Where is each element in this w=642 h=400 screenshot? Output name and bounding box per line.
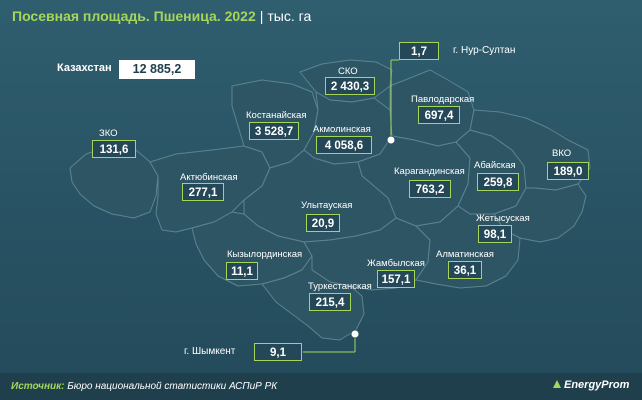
akmola-value: 4 058,6 — [316, 136, 372, 154]
zko-name: ЗКО — [99, 128, 118, 139]
unit-label: тыс. га — [267, 8, 312, 24]
zhambyl-name: Жамбылская — [367, 258, 425, 269]
title-text: Посевная площадь. Пшеница. 2022 — [12, 8, 256, 24]
karaganda-name: Карагандинская — [394, 166, 465, 177]
kyzylorda-name: Кызылординская — [227, 249, 303, 260]
sko-name: СКО — [338, 66, 358, 77]
vko-value: 189,0 — [547, 162, 589, 180]
nursultan-name: г. Нур-Султан — [453, 45, 516, 56]
aktobe-value: 277,1 — [182, 183, 224, 201]
logo-text: EnergyProm — [564, 379, 630, 391]
turkestan-value: 215,4 — [309, 293, 351, 311]
kostanay-name: Костанайская — [246, 110, 307, 121]
pavlodar-name: Павлодарская — [411, 94, 475, 105]
almaty-value: 36,1 — [448, 261, 482, 279]
zko-value: 131,6 — [92, 140, 136, 158]
ulytau-value: 20,9 — [306, 214, 340, 232]
shymkent-name: г. Шымкент — [184, 346, 236, 357]
region-zhetysu — [493, 183, 587, 243]
abai-value: 259,8 — [477, 173, 519, 191]
zhetysu-name: Жетысуская — [476, 213, 530, 224]
energyprom-logo: EnergyProm — [552, 379, 629, 391]
kyzylorda-value: 11,1 — [226, 262, 258, 280]
source-text: Бюро национальной статистики АСПиР РК — [67, 381, 278, 392]
aktobe-name: Актюбинская — [180, 172, 238, 183]
zhambyl-value: 157,1 — [377, 270, 415, 288]
ulytau-name: Улытауская — [301, 200, 353, 211]
vko-name: ВКО — [552, 148, 572, 159]
abai-name: Абайская — [474, 160, 516, 171]
sko-value: 2 430,3 — [325, 77, 375, 95]
footer-bar — [0, 373, 642, 400]
source-note: Источник: Бюро национальной статистики А… — [11, 381, 277, 392]
pavlodar-value: 697,4 — [418, 106, 460, 124]
kazakhstan-value: 12 885,2 — [119, 60, 195, 79]
source-label: Источник: — [11, 381, 65, 392]
karaganda-value: 763,2 — [409, 180, 451, 198]
shymkent-value: 9,1 — [254, 343, 302, 361]
turkestan-name: Туркестанская — [308, 281, 372, 292]
title-separator: | — [259, 8, 264, 24]
logo-icon — [553, 380, 561, 388]
shymkent-marker — [350, 329, 360, 339]
akmola-name: Акмолинская — [313, 124, 371, 135]
nursultan-value: 1,7 — [399, 42, 439, 60]
almaty-name: Алматинская — [436, 249, 494, 260]
chart-title: Посевная площадь. Пшеница. 2022 | тыс. га — [12, 8, 311, 24]
kazakhstan-label: Казахстан — [57, 62, 112, 74]
kostanay-value: 3 528,7 — [249, 122, 299, 140]
nursultan-marker — [386, 135, 396, 145]
zhetysu-value: 98,1 — [478, 225, 512, 243]
